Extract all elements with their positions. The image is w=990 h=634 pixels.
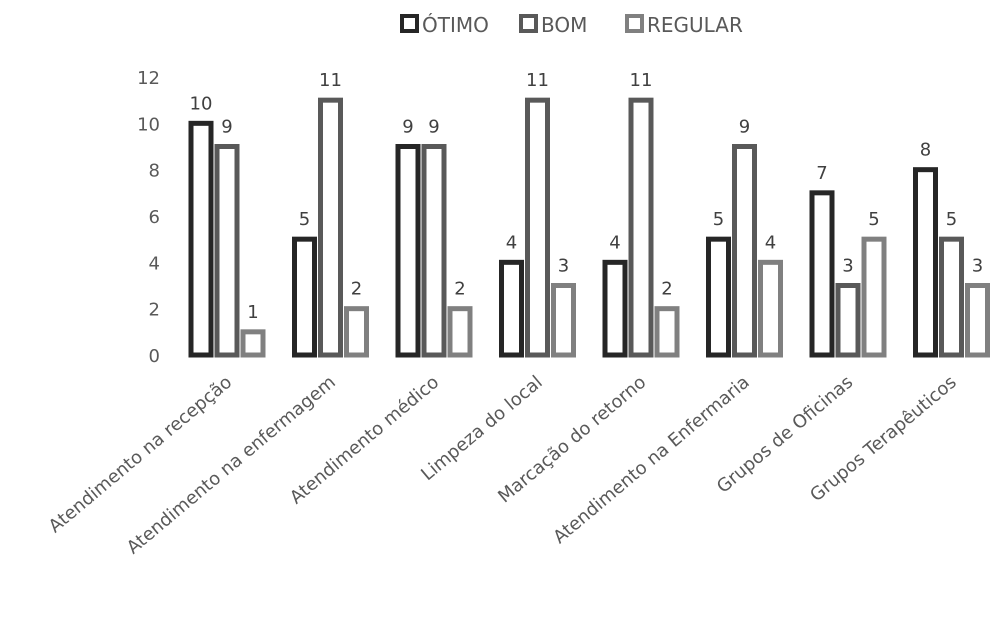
- data-label-3-2: 9: [428, 117, 439, 138]
- legend-swatch-3: [625, 14, 644, 33]
- data-label-1-3: 1: [247, 302, 258, 323]
- bar-6-2: [732, 144, 757, 358]
- bar-7-1: [809, 190, 835, 358]
- bar-7-3: [861, 236, 887, 358]
- bar-8-2: [939, 236, 964, 358]
- y-tick-label-0: 0: [149, 346, 160, 367]
- y-tick-label-12: 12: [137, 68, 160, 89]
- data-label-8-2: 5: [946, 209, 957, 230]
- data-label-7-3: 5: [868, 209, 879, 230]
- y-tick-label-2: 2: [149, 300, 160, 321]
- bar-7-2: [835, 283, 861, 358]
- y-tick-label-4: 4: [149, 253, 160, 274]
- data-label-5-3: 2: [661, 279, 672, 300]
- y-tick-label-8: 8: [149, 161, 160, 182]
- data-label-8-3: 3: [972, 256, 983, 277]
- bar-3-1: [395, 144, 421, 358]
- bar-2-2: [318, 97, 343, 358]
- legend-swatch-1: [400, 14, 419, 33]
- bar-5-1: [602, 259, 628, 358]
- legend-label-1: ÓTIMO: [422, 13, 489, 37]
- legend-swatch-2: [519, 14, 538, 33]
- data-label-7-1: 7: [816, 163, 827, 184]
- category-label-1: Atendimento na recepção: [45, 372, 236, 537]
- category-label-2: Atendimento na enfermagem: [123, 372, 340, 559]
- bar-5-3: [654, 306, 680, 358]
- bar-8-3: [965, 283, 990, 358]
- data-label-8-1: 8: [920, 140, 931, 161]
- bar-4-2: [525, 97, 550, 358]
- bar-4-1: [499, 259, 524, 358]
- bars: [188, 97, 990, 358]
- data-label-2-3: 2: [351, 279, 362, 300]
- bar-2-3: [344, 306, 369, 358]
- data-label-3-1: 9: [402, 117, 413, 138]
- legend-label-2: BOM: [541, 13, 587, 37]
- data-label-6-3: 4: [765, 232, 776, 253]
- data-label-1-2: 9: [221, 117, 232, 138]
- legend-item-3: REGULAR: [625, 13, 743, 37]
- data-label-3-3: 2: [454, 279, 465, 300]
- data-label-4-2: 11: [526, 70, 549, 91]
- data-label-7-2: 3: [842, 256, 853, 277]
- data-label-6-1: 5: [713, 209, 724, 230]
- bar-3-3: [447, 306, 473, 358]
- data-label-5-1: 4: [609, 232, 620, 253]
- data-label-4-3: 3: [558, 256, 569, 277]
- bar-2-1: [292, 236, 317, 358]
- y-axis: 0 2 4 6 8 10 12: [137, 68, 160, 367]
- data-label-6-2: 9: [739, 117, 750, 138]
- legend-label-3: REGULAR: [647, 13, 743, 37]
- data-label-1-1: 10: [190, 93, 213, 114]
- data-label-2-2: 11: [319, 70, 342, 91]
- y-tick-label-10: 10: [137, 114, 160, 135]
- legend-item-2: BOM: [519, 13, 587, 37]
- legend: ÓTIMO BOM REGULAR: [400, 13, 743, 37]
- bar-1-3: [240, 329, 266, 358]
- bar-4-3: [551, 283, 576, 358]
- bar-6-1: [706, 236, 731, 358]
- bar-8-1: [913, 167, 938, 358]
- data-label-4-1: 4: [506, 232, 517, 253]
- bar-1-2: [214, 144, 240, 358]
- category-label-6: Atendimento na Enfermaria: [549, 372, 753, 548]
- bar-6-3: [758, 259, 783, 358]
- bar-3-2: [421, 144, 447, 358]
- legend-item-1: ÓTIMO: [400, 13, 489, 37]
- y-tick-label-6: 6: [149, 207, 160, 228]
- data-label-2-1: 5: [299, 209, 310, 230]
- bar-5-2: [628, 97, 654, 358]
- data-label-5-2: 11: [630, 70, 653, 91]
- bar-1-1: [188, 120, 214, 358]
